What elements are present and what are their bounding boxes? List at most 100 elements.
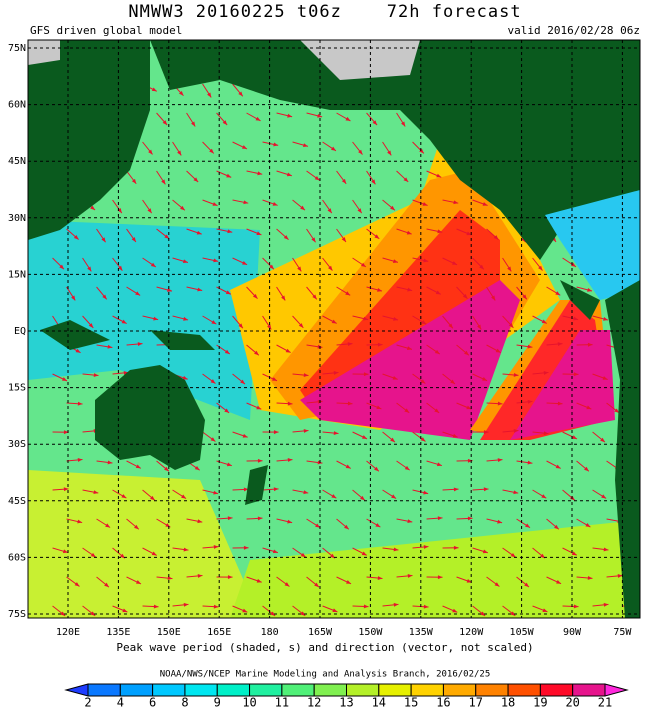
- vector-head: [120, 553, 125, 559]
- colorbar-swatch: [378, 683, 412, 697]
- vector-head: [331, 494, 337, 499]
- colorbar-label: 6: [149, 696, 156, 710]
- vector-head: [267, 324, 272, 330]
- vector-head: [137, 342, 143, 347]
- graticule: [28, 40, 640, 618]
- lon-label: 105W: [510, 627, 535, 638]
- vector-head: [162, 120, 168, 126]
- vector-head: [387, 150, 392, 156]
- vector-head: [73, 235, 79, 240]
- lon-label: 150E: [157, 627, 181, 638]
- vector-head: [522, 294, 527, 300]
- colorbar-swatch: [346, 683, 380, 697]
- vector-head: [377, 342, 383, 347]
- vector-head: [452, 261, 458, 265]
- vector-head: [107, 344, 113, 349]
- vector-head: [346, 580, 352, 584]
- vector-head: [257, 516, 263, 521]
- vector-head: [302, 143, 308, 147]
- vector-head: [392, 259, 398, 264]
- vector-head: [182, 259, 188, 264]
- vector-head: [557, 401, 563, 406]
- vector-head: [393, 316, 399, 321]
- vector-head: [88, 323, 94, 328]
- vector-head: [538, 265, 543, 271]
- vector-head: [314, 582, 319, 588]
- colorbar-swatch: [475, 683, 509, 697]
- vector-head: [491, 295, 496, 301]
- vector-head: [117, 208, 122, 214]
- asia: [28, 40, 150, 240]
- lon-label: 180: [261, 627, 279, 638]
- vector-head: [404, 408, 410, 413]
- vector-head: [284, 582, 290, 587]
- vector-head: [327, 208, 332, 214]
- vector-head: [452, 608, 458, 613]
- vector-head: [482, 549, 488, 554]
- vector-head: [283, 235, 289, 240]
- vector-head: [183, 316, 189, 321]
- vector-head: [241, 145, 247, 149]
- vector-head: [466, 231, 472, 236]
- colorbar-swatch: [184, 683, 218, 697]
- vector-head: [453, 545, 459, 550]
- vector-head: [467, 458, 473, 463]
- ice: [300, 40, 420, 80]
- vector-head: [555, 291, 561, 296]
- lat-label: 30N: [8, 213, 26, 224]
- vector-head: [183, 602, 189, 607]
- vector-head: [453, 200, 459, 205]
- vector-head: [495, 348, 501, 353]
- vector-head: [493, 235, 499, 240]
- vector-head: [555, 464, 561, 469]
- valid-time: valid 2016/02/28 06z: [508, 24, 640, 37]
- vector-head: [331, 319, 337, 324]
- vector-head: [344, 524, 349, 530]
- vector-head: [585, 523, 591, 528]
- vector-head: [90, 205, 96, 211]
- vector-head: [466, 578, 472, 583]
- vector-head: [238, 91, 243, 97]
- colorbar-swatch: [152, 683, 186, 697]
- colorbar-swatch: [281, 683, 315, 697]
- vector-head: [345, 291, 351, 296]
- lat-label: 45N: [8, 156, 26, 167]
- colorbar-label: 14: [372, 696, 386, 710]
- vector-head: [197, 287, 203, 292]
- new-guinea: [150, 330, 215, 350]
- vector-head: [360, 495, 365, 501]
- vector-head: [151, 87, 157, 92]
- vector-head: [243, 487, 249, 492]
- vector-head: [483, 487, 489, 492]
- vector-head: [181, 494, 187, 499]
- vector-head: [602, 376, 608, 380]
- vector-head: [287, 401, 293, 406]
- vector-head: [464, 350, 469, 356]
- subtitle: GFS driven global model: [30, 24, 182, 37]
- title: NMWW3 20160225 t06z 72h forecast: [128, 2, 521, 22]
- vector-head: [421, 320, 427, 325]
- vector-head: [554, 524, 559, 530]
- vector-head: [213, 545, 219, 549]
- vector-head: [513, 490, 519, 495]
- vector-head: [347, 342, 353, 346]
- vector-head: [403, 177, 409, 182]
- lon-label: 120E: [56, 627, 80, 638]
- vector-head: [303, 428, 309, 433]
- vector-head: [467, 516, 473, 521]
- vector-head: [436, 173, 442, 178]
- vector-head: [406, 230, 412, 235]
- vector-head: [213, 490, 219, 495]
- vector-head: [345, 116, 351, 121]
- vector-head: [62, 549, 68, 554]
- colorbar-end: [604, 683, 629, 697]
- colorbar-swatch: [119, 683, 154, 697]
- lon-label: 135E: [106, 627, 130, 638]
- vector-head: [123, 370, 129, 375]
- vector-head: [191, 121, 196, 127]
- vector-head: [121, 494, 127, 499]
- vector-head: [93, 490, 99, 495]
- vector-head: [603, 602, 609, 607]
- colorbar-label: 13: [339, 696, 353, 710]
- vector-head: [252, 293, 258, 299]
